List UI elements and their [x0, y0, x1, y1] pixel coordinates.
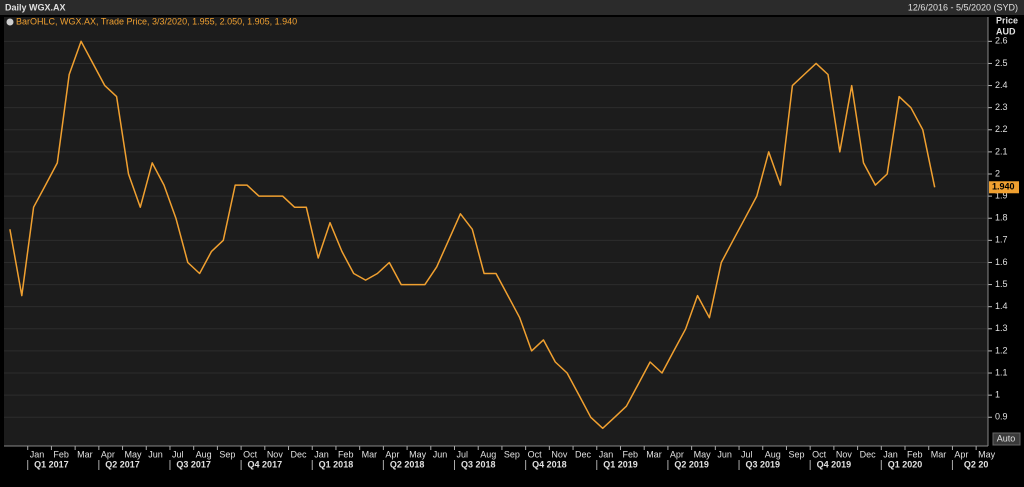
- y-tick-label: 1.3: [995, 323, 1008, 333]
- y-tick-label: 2.3: [995, 102, 1008, 112]
- y-tick-label: 2.2: [995, 124, 1008, 134]
- y-axis-unit: AUD: [996, 26, 1016, 36]
- x-tick-label: Dec: [860, 449, 877, 459]
- x-tick-label: Jun: [148, 449, 163, 459]
- x-tick-label: Jul: [741, 449, 753, 459]
- quarter-label: Q1 2018: [319, 459, 354, 469]
- last-value-label: 1.940: [992, 182, 1015, 192]
- y-tick-label: 2: [995, 168, 1000, 178]
- quarter-label: Q2 20: [964, 459, 989, 469]
- x-tick-label: Dec: [291, 449, 308, 459]
- y-tick-label: 1.4: [995, 301, 1008, 311]
- quarter-label: Q4 2019: [817, 459, 852, 469]
- y-axis-label: Price: [996, 15, 1018, 25]
- y-tick-label: 1.1: [995, 367, 1008, 377]
- x-tick-label: Feb: [338, 449, 354, 459]
- x-tick-label: Apr: [954, 449, 968, 459]
- y-tick-label: 2.5: [995, 58, 1008, 68]
- last-value-tag: [989, 181, 1019, 194]
- x-tick-label: Jan: [599, 449, 614, 459]
- x-tick-label: May: [125, 449, 143, 459]
- x-tick-label: Apr: [670, 449, 684, 459]
- x-tick-label: Sep: [219, 449, 235, 459]
- y-tick-label: 2.1: [995, 146, 1008, 156]
- x-tick-label: Apr: [101, 449, 115, 459]
- price-line: [9, 40, 936, 430]
- x-tick-label: Jan: [30, 449, 45, 459]
- y-tick-label: 0.9: [995, 412, 1008, 422]
- x-tick-label: Jun: [433, 449, 448, 459]
- quarter-label: Q3 2017: [176, 459, 211, 469]
- x-tick-label: May: [978, 449, 996, 459]
- quarter-label: Q3 2019: [745, 459, 780, 469]
- quarter-label: Q3 2018: [461, 459, 496, 469]
- x-tick-label: Dec: [575, 449, 592, 459]
- x-tick-label: Oct: [812, 449, 827, 459]
- quarter-label: Q1 2019: [603, 459, 638, 469]
- x-tick-label: Jul: [457, 449, 469, 459]
- y-tick-label: 1.6: [995, 257, 1008, 267]
- x-tick-label: Mar: [646, 449, 662, 459]
- legend-entry: BarOHLC, WGX.AX, Trade Price, 3/3/2020, …: [16, 16, 297, 26]
- y-tick-label: 1.7: [995, 235, 1008, 245]
- x-tick-label: Nov: [267, 449, 284, 459]
- quarter-label: Q4 2018: [532, 459, 567, 469]
- x-tick-label: Feb: [622, 449, 638, 459]
- y-tick-label: 1.9: [995, 190, 1008, 200]
- y-tick-label: 2.4: [995, 80, 1008, 90]
- y-tick-label: 2.6: [995, 36, 1008, 46]
- x-tick-label: Feb: [907, 449, 923, 459]
- x-tick-label: Sep: [788, 449, 804, 459]
- x-tick-label: Mar: [77, 449, 93, 459]
- legend-icon: [6, 18, 14, 26]
- x-tick-label: May: [694, 449, 712, 459]
- header-bar: [0, 0, 1024, 15]
- date-range: 12/6/2016 - 5/5/2020 (SYD): [908, 2, 1018, 12]
- quarter-label: Q4 2017: [248, 459, 283, 469]
- y-tick-label: 1.2: [995, 345, 1008, 355]
- y-tick-label: 1: [995, 390, 1000, 400]
- x-tick-label: Feb: [53, 449, 69, 459]
- x-tick-label: Oct: [528, 449, 543, 459]
- x-tick-label: Jan: [314, 449, 329, 459]
- x-tick-label: May: [409, 449, 427, 459]
- x-tick-label: Oct: [243, 449, 258, 459]
- x-tick-label: Aug: [196, 449, 212, 459]
- y-tick-label: 1.5: [995, 279, 1008, 289]
- x-tick-label: Nov: [836, 449, 853, 459]
- quarter-label: Q2 2019: [674, 459, 709, 469]
- plot-area: [4, 17, 988, 446]
- x-tick-label: Aug: [765, 449, 781, 459]
- x-tick-label: Mar: [362, 449, 378, 459]
- quarter-label: Q1 2017: [34, 459, 69, 469]
- quarter-label: Q1 2020: [888, 459, 923, 469]
- quarter-label: Q2 2017: [105, 459, 140, 469]
- x-tick-label: Mar: [931, 449, 947, 459]
- auto-button[interactable]: [992, 432, 1021, 446]
- x-tick-label: Apr: [385, 449, 399, 459]
- x-tick-label: Jun: [717, 449, 732, 459]
- x-tick-label: Nov: [551, 449, 568, 459]
- x-tick-label: Aug: [480, 449, 496, 459]
- x-tick-label: Jul: [172, 449, 184, 459]
- x-tick-label: Sep: [504, 449, 520, 459]
- x-tick-label: Jan: [883, 449, 898, 459]
- y-tick-label: 1.8: [995, 213, 1008, 223]
- chart-title: Daily WGX.AX: [5, 2, 66, 12]
- quarter-label: Q2 2018: [390, 459, 425, 469]
- auto-button-label[interactable]: Auto: [997, 433, 1016, 443]
